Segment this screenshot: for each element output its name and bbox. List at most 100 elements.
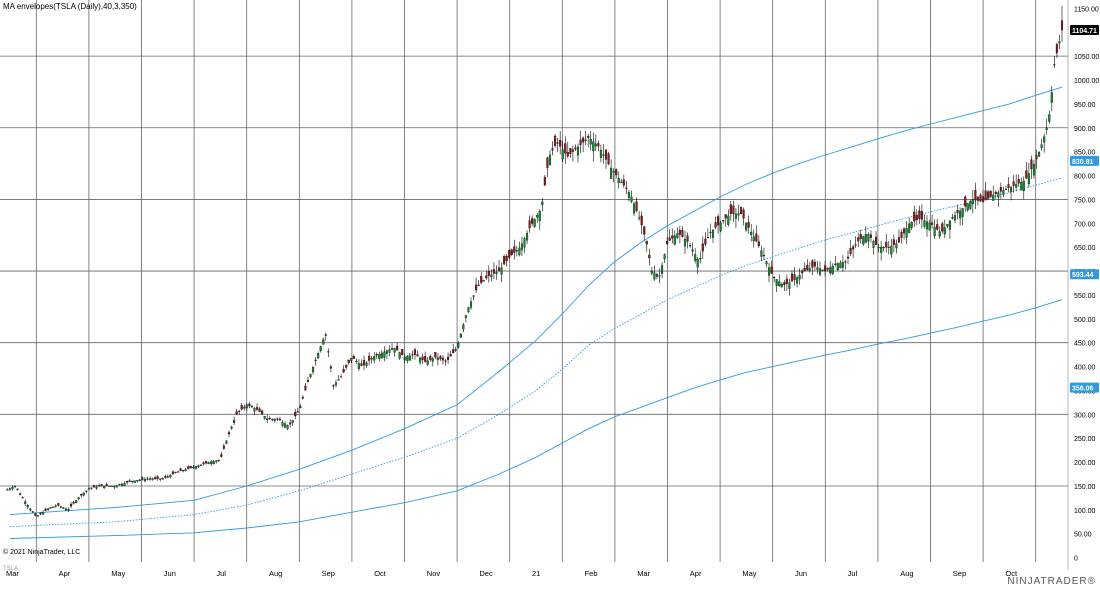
- candle-up: [872, 241, 875, 248]
- candle-down: [897, 237, 901, 243]
- y-tick-label: 1150.00: [1074, 6, 1099, 13]
- candle-down: [444, 360, 447, 362]
- candle-up: [1010, 186, 1013, 192]
- candle-down: [528, 220, 531, 229]
- candle-down: [492, 269, 495, 274]
- candle-down: [913, 211, 916, 222]
- candle-down: [80, 494, 83, 496]
- candle-down: [449, 354, 452, 357]
- candle-up: [523, 238, 526, 248]
- candle-down: [156, 476, 159, 479]
- candle-down: [261, 410, 264, 415]
- candle-up: [24, 501, 27, 504]
- candle-up: [890, 245, 893, 255]
- ninjatrader-logo: NINJATRADER®: [1007, 576, 1096, 587]
- candle-up: [95, 486, 98, 489]
- candle-up: [390, 348, 394, 350]
- candle-down: [34, 513, 37, 516]
- candle-up: [233, 419, 236, 423]
- candle-down: [755, 233, 758, 242]
- candle-down: [658, 275, 661, 277]
- candle-down: [724, 214, 727, 219]
- candle-up: [271, 418, 274, 421]
- candle-up: [538, 211, 541, 222]
- candle-down: [401, 349, 404, 356]
- candle-down: [981, 196, 985, 202]
- candle-down: [447, 356, 450, 360]
- candle-down: [128, 480, 131, 482]
- price-badge-label: 830.81: [1072, 159, 1094, 166]
- candle-up: [765, 261, 768, 265]
- candle-up: [808, 268, 811, 271]
- candle-up: [923, 220, 926, 227]
- candle-up: [719, 222, 722, 231]
- candle-down: [989, 190, 992, 197]
- candle-down: [790, 273, 794, 282]
- candle-down: [235, 411, 238, 415]
- candle-down: [345, 364, 348, 368]
- candle-up: [1015, 184, 1018, 188]
- candle-down: [686, 235, 689, 242]
- candle-up: [699, 258, 702, 260]
- candle-up: [120, 483, 124, 486]
- candle-up: [82, 492, 85, 496]
- candle-down: [903, 228, 906, 234]
- candle-up: [383, 351, 386, 358]
- envelope-line-1: [9, 86, 1063, 516]
- candle-down: [36, 515, 39, 517]
- candle-up: [85, 490, 88, 492]
- candle-down: [329, 366, 332, 369]
- candle-up: [910, 222, 913, 228]
- candle-down: [1055, 44, 1058, 54]
- candle-up: [199, 464, 203, 466]
- candle-down: [625, 187, 628, 189]
- candle-up: [136, 480, 139, 482]
- candle-up: [683, 239, 687, 247]
- candle-down: [362, 359, 366, 366]
- candle-down: [994, 191, 997, 194]
- candle-up: [1020, 181, 1023, 191]
- candle-up: [908, 223, 911, 233]
- candle-up: [676, 233, 679, 239]
- candle-down: [44, 508, 47, 511]
- candle-up: [933, 226, 936, 237]
- candle-down: [100, 484, 103, 487]
- candle-up: [19, 493, 22, 496]
- x-tick-label: Oct: [1005, 569, 1018, 578]
- candle-up: [612, 171, 615, 173]
- candle-up: [59, 506, 62, 508]
- candle-up: [1048, 114, 1051, 122]
- candle-down: [671, 235, 674, 239]
- candle-up: [599, 150, 602, 158]
- candle-down: [375, 354, 378, 356]
- candle-down: [306, 380, 310, 383]
- x-tick-label: Dec: [479, 569, 493, 578]
- candle-down: [546, 157, 549, 169]
- candle-down: [98, 485, 101, 487]
- candle-down: [531, 218, 534, 224]
- candle-up: [54, 505, 57, 507]
- candle-down: [869, 234, 872, 238]
- candle-up: [1038, 151, 1041, 157]
- candle-down: [258, 408, 261, 412]
- candle-up: [520, 243, 523, 251]
- candle-down: [416, 354, 419, 357]
- candle-down: [21, 497, 24, 499]
- x-tick-label: Jun: [795, 569, 807, 578]
- candle-down: [360, 363, 363, 366]
- y-tick-label: 650.00: [1074, 245, 1096, 252]
- candle-up: [500, 267, 503, 275]
- candle-up: [760, 250, 763, 257]
- candle-up: [525, 233, 529, 241]
- candle-up: [26, 505, 29, 508]
- candle-up: [406, 356, 409, 361]
- y-tick-label: 250.00: [1074, 436, 1096, 443]
- candle-down: [615, 169, 618, 176]
- candle-up: [225, 440, 228, 444]
- candle-up: [966, 203, 969, 211]
- candle-down: [564, 143, 567, 154]
- candle-up: [243, 406, 246, 409]
- candle-down: [1060, 20, 1064, 31]
